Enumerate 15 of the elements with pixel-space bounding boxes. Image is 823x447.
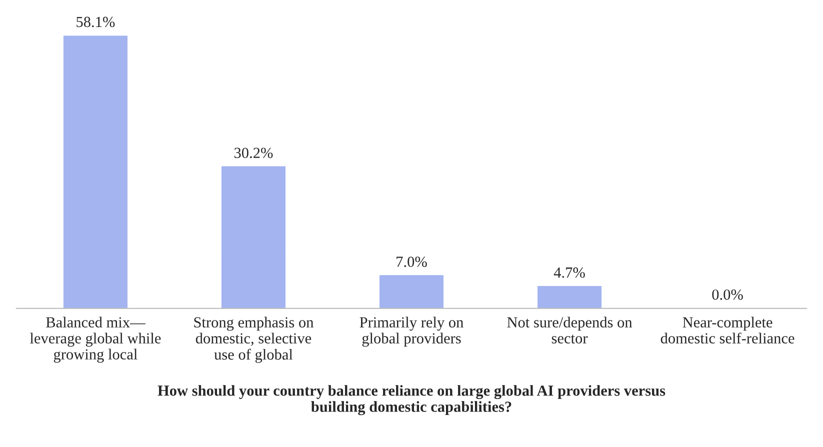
bar: [221, 166, 286, 308]
x-tick-label: Near-complete domestic self-reliance: [660, 316, 794, 344]
x-tick-label: Not sure/depends on sector: [507, 316, 632, 344]
bar: [537, 286, 602, 308]
x-tick-label: Strong emphasis on domestic, selective use of global: [194, 316, 314, 363]
data-label: 0.0%: [712, 289, 743, 300]
bar: [63, 36, 128, 308]
bar: [379, 275, 444, 308]
x-tick-label: Balanced mix— leverage global while growing local: [30, 316, 161, 363]
data-label: 30.2%: [234, 148, 273, 158]
data-label: 4.7%: [554, 267, 585, 278]
data-label: 7.0%: [396, 256, 427, 267]
x-tick-label: Primarily rely on global providers: [360, 316, 464, 347]
x-axis-title: How should your country balance reliance on large global AI providers versus building domestic capabilities?: [158, 385, 666, 416]
data-label: 58.1%: [76, 16, 115, 28]
